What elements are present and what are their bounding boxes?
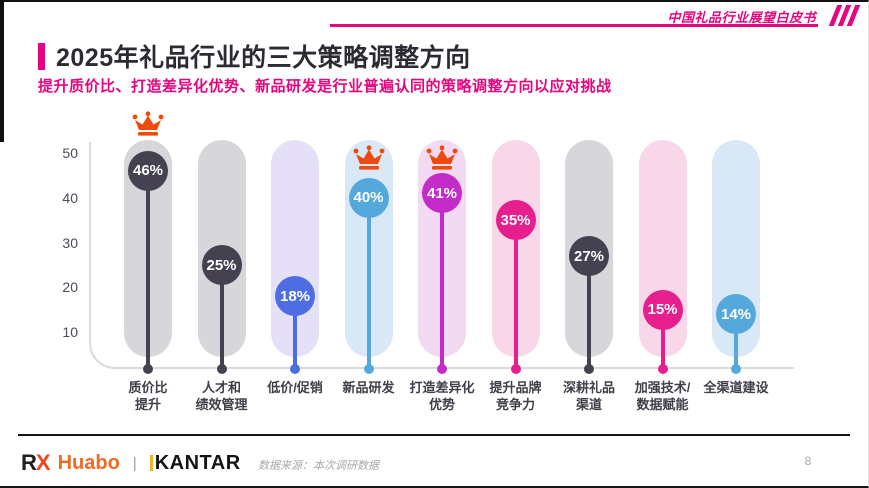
value-label: 14% — [720, 305, 752, 323]
axis-dot — [584, 364, 594, 374]
lollipop-stem — [587, 256, 591, 369]
frame-left-edge — [0, 2, 4, 142]
kantar-k-bar-icon — [149, 455, 153, 471]
lollipop-stem — [366, 197, 371, 369]
value-bubble: 27% — [569, 236, 609, 277]
category-label-line: 加强技术/ — [634, 380, 691, 395]
rx-logo: R — [21, 450, 37, 475]
category-label: 新品研发 — [323, 379, 415, 396]
category-label-line: 提升 — [134, 397, 161, 412]
header-divider — [330, 24, 818, 27]
lollipop-stem — [440, 193, 444, 369]
category-label-line: 数据赋能 — [636, 397, 689, 412]
page-number: 8 — [804, 454, 812, 468]
axis-dot — [437, 364, 447, 374]
category-label-line: 渠道 — [575, 397, 602, 412]
category-label-line: 质价比 — [128, 380, 168, 395]
category-label-line: 低价/促销 — [267, 380, 323, 395]
lollipop-stem — [146, 170, 150, 369]
lollipop-stem — [660, 309, 665, 369]
y-axis-tick-label: 10 — [62, 324, 78, 341]
category-label: 全渠道建设 — [690, 379, 782, 396]
chart: 10 20 30 40 50 46% 质价比提升 25% 人才和绩效管理 18% 低价/促销 40% 新… — [40, 111, 829, 424]
title-row: 2025年礼品行业的三大策略调整方向 — [38, 38, 471, 74]
kantar-logo: KANTAR — [149, 451, 241, 475]
value-bubble: 35% — [495, 200, 536, 241]
category-label-line: 新品研发 — [342, 380, 395, 395]
value-bubble: 14% — [716, 294, 756, 335]
value-bubble: 41% — [422, 173, 462, 214]
value-bubble: 40% — [348, 177, 389, 218]
value-label: 25% — [206, 256, 237, 274]
axis-dot — [510, 364, 521, 374]
value-label: 40% — [353, 189, 384, 207]
category-label: 低价/促销 — [249, 379, 341, 396]
page-title: 2025年礼品行业的三大策略调整方向 — [56, 44, 471, 72]
logo-separator: | — [132, 454, 137, 472]
category-label-line: 优势 — [428, 397, 455, 412]
axis-dot — [657, 364, 668, 374]
category-label-line: 竞争力 — [495, 397, 535, 412]
crown-icon — [424, 145, 460, 172]
y-axis-tick-label: 30 — [62, 234, 78, 251]
category-label-line: 提升品牌 — [489, 380, 542, 395]
axis-dot — [216, 364, 227, 374]
lollipop-stem — [513, 220, 518, 369]
category-label: 质价比 提升 — [102, 379, 194, 413]
category-label: 提升品牌 竞争力 — [470, 379, 562, 413]
footer-divider — [18, 434, 850, 436]
rx-logo-x: X — [35, 450, 51, 475]
value-label: 15% — [647, 301, 678, 319]
axis-dot — [731, 364, 741, 374]
axis-dot — [143, 364, 153, 374]
value-label: 46% — [132, 162, 164, 180]
crown-icon — [351, 145, 387, 172]
axis-dot — [290, 364, 300, 374]
lollipop-stem — [734, 314, 738, 369]
category-label-line: 深耕礼品 — [562, 380, 615, 395]
value-label: 27% — [573, 247, 605, 265]
lollipop-stem — [219, 265, 224, 369]
value-bubble: 18% — [275, 276, 315, 317]
axis-dot — [363, 364, 374, 374]
title-accent-bar — [38, 42, 45, 70]
y-axis-tick-label: 40 — [62, 189, 78, 206]
value-bubble: 25% — [201, 245, 242, 285]
value-label: 18% — [279, 287, 311, 305]
category-label: 人才和 绩效管理 — [176, 379, 268, 413]
category-label-line: 人才和 — [201, 380, 241, 395]
value-bubble: 15% — [642, 289, 683, 330]
lollipop-stem — [293, 296, 297, 369]
crown-icon — [130, 111, 166, 138]
huabo-logo: Huabo — [57, 451, 120, 474]
watermark-text: 中国礼品行业展望白皮书 — [667, 10, 816, 25]
data-source-note: 数据来源：本次调研数据 — [258, 460, 379, 472]
category-label: 打造差异化 优势 — [396, 379, 488, 413]
category-label: 深耕礼品 渠道 — [543, 379, 635, 413]
value-label: 41% — [426, 184, 458, 202]
y-axis-tick-label: 20 — [62, 279, 78, 296]
value-label: 35% — [500, 211, 531, 229]
category-label: 加强技术/数据赋能 — [617, 379, 709, 413]
category-label-line: 全渠道建设 — [703, 380, 769, 395]
category-label-line: 绩效管理 — [195, 397, 248, 412]
value-bubble: 46% — [128, 150, 168, 191]
y-axis-tick-label: 50 — [62, 145, 78, 161]
slashes-decoration-icon — [828, 5, 861, 26]
kantar-logo-text: KANTAR — [154, 451, 241, 474]
category-label-line: 打造差异化 — [409, 380, 475, 395]
subtitle: 提升质价比、打造差异化优势、新品研发是行业普遍认同的策略调整方向以应对挑战 — [38, 78, 612, 95]
